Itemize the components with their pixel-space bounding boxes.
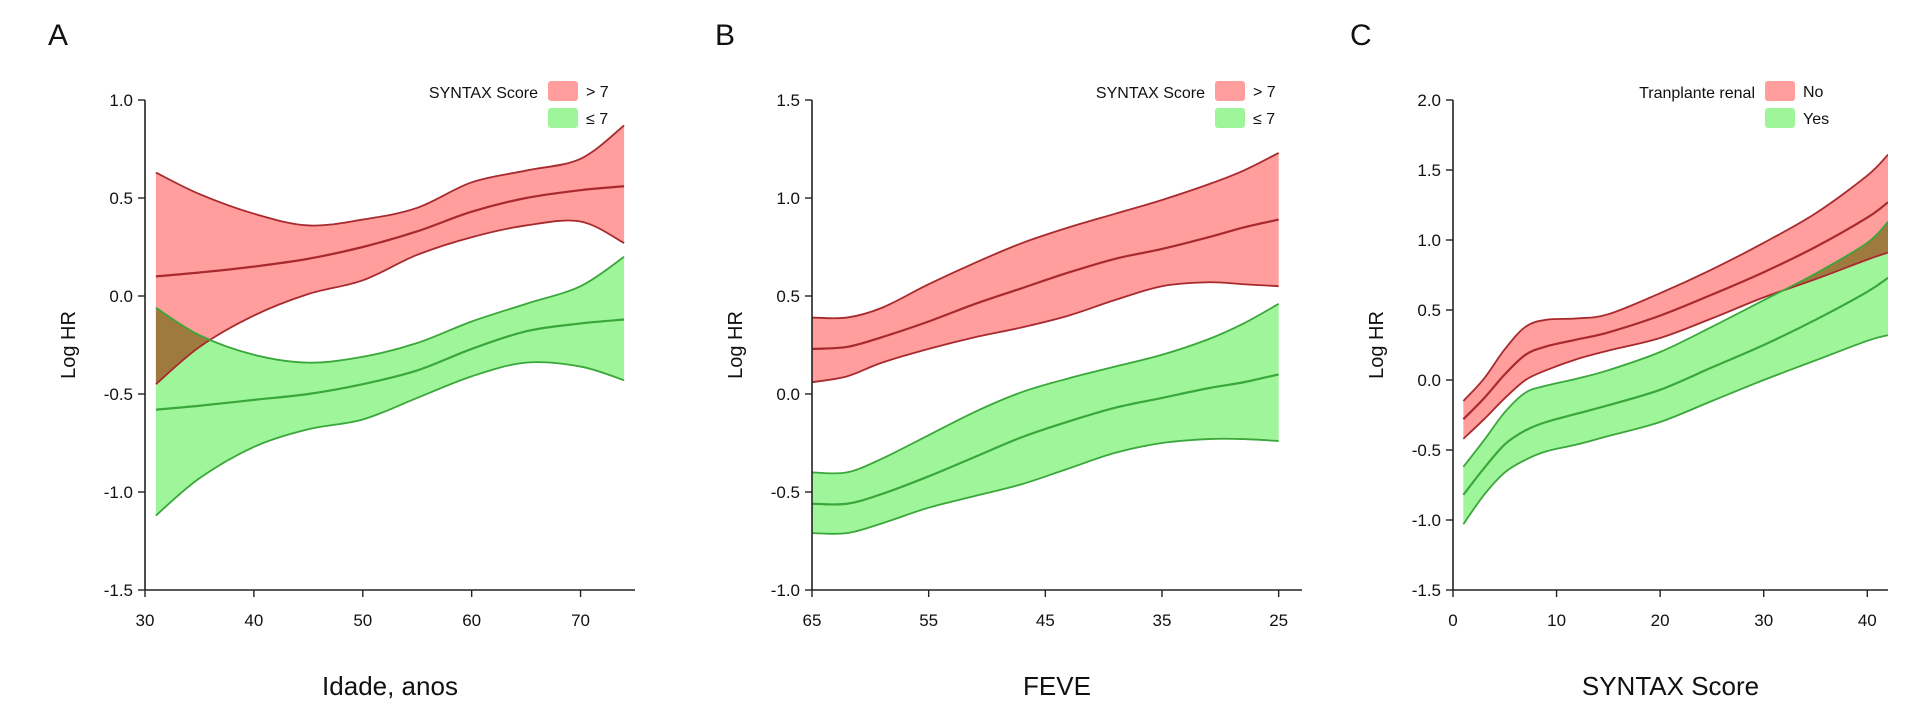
x-tick-label: 0 (1448, 611, 1457, 630)
series-low-lower-line (812, 437, 1279, 535)
y-tick-label: -1.0 (1412, 511, 1441, 530)
y-tick-label: 1.0 (109, 91, 133, 110)
y-axis-title: Log HR (1366, 311, 1388, 379)
y-tick-label: 0.0 (776, 385, 800, 404)
plot-area (155, 124, 625, 517)
y-axis-title: Log HR (58, 311, 80, 379)
x-tick-label: 20 (1651, 611, 1670, 630)
y-tick-label: 2.0 (1417, 91, 1441, 110)
x-tick-label: 30 (136, 611, 155, 630)
series-high-mid-line (1462, 201, 1888, 420)
x-axis-title: FEVE (1023, 671, 1091, 701)
series-low-lower-line (1462, 334, 1888, 525)
legend-label: No (1803, 84, 1824, 101)
panel-a: A 1.0 0.5 0.0 -0.5 -1.0 -1.530 40 50 60 70 Idade, a… (48, 19, 635, 701)
x-tick-label: 70 (571, 611, 590, 630)
legend-label: > 7 (586, 84, 609, 101)
legend-swatch-low (1765, 108, 1795, 128)
series-high-mid-line (812, 218, 1279, 351)
x-tick-label: 30 (1754, 611, 1773, 630)
series-high-upper-line (1462, 153, 1888, 402)
x-tick-label: 55 (919, 611, 938, 630)
legend-swatch-low (548, 108, 578, 128)
panel-b: B 1.5 1.0 0.5 0.0 -0.5 -1.065 55 45 35 25 FEVE Log H… (715, 19, 1302, 701)
plot-area (1462, 153, 1888, 525)
x-axis-title: SYNTAX Score (1582, 671, 1759, 701)
x-tick-label: 25 (1269, 611, 1288, 630)
y-tick-label: 0.0 (109, 287, 133, 306)
x-tick-label: 50 (353, 611, 372, 630)
x-tick-label: 45 (1036, 611, 1055, 630)
series-low-mid-line (155, 318, 625, 411)
y-axis-title: Log HR (725, 311, 747, 379)
series-high-lower-line (1462, 251, 1888, 440)
series-low-mid-line (812, 373, 1279, 506)
legend-label: ≤ 7 (586, 111, 608, 128)
legend-label: > 7 (1253, 84, 1276, 101)
series-low-upper-line (155, 256, 625, 364)
panel-letter: C (1350, 19, 1372, 52)
series-low-upper-line (812, 303, 1280, 475)
x-tick-label: 65 (803, 611, 822, 630)
band-high (155, 125, 625, 385)
y-tick-label: 1.0 (776, 189, 800, 208)
legend-swatch-high (1215, 81, 1245, 101)
y-tick-label: 0.5 (776, 287, 800, 306)
series-high-mid-line (155, 185, 625, 278)
y-tick-label: -0.5 (104, 385, 133, 404)
y-tick-label: -1.0 (104, 483, 133, 502)
y-tick-label: 1.5 (776, 91, 800, 110)
series-high-upper-line (812, 152, 1280, 320)
band-low (155, 256, 625, 516)
y-tick-label: -0.5 (771, 483, 800, 502)
legend-title: Tranplante renal (1639, 85, 1755, 102)
legend-title: SYNTAX Score (429, 85, 538, 102)
x-tick-label: 10 (1547, 611, 1566, 630)
legend-title: SYNTAX Score (1096, 85, 1205, 102)
y-tick-label: 0.5 (1417, 301, 1441, 320)
band-high (812, 152, 1279, 383)
band-high (1463, 154, 1888, 439)
y-tick-label: 1.0 (1417, 231, 1441, 250)
plot-area (812, 152, 1280, 535)
y-tick-label: 0.5 (109, 189, 133, 208)
series-high-lower-line (155, 219, 625, 385)
panel-letter: A (48, 19, 68, 52)
x-tick-label: 60 (462, 611, 481, 630)
legend: Tranplante renal No Yes (1639, 81, 1829, 128)
series-low-upper-line (1462, 221, 1888, 468)
legend-swatch-high (1765, 81, 1795, 101)
y-tick-label: 0.0 (1417, 371, 1441, 390)
y-tick-label: -1.5 (1412, 581, 1441, 600)
panel-letter: B (715, 19, 735, 52)
x-tick-label: 40 (244, 611, 263, 630)
x-axis-title: Idade, anos (322, 671, 458, 701)
x-tick-label: 35 (1153, 611, 1172, 630)
legend: SYNTAX Score > 7 ≤ 7 (1096, 81, 1276, 128)
legend-swatch-high (548, 81, 578, 101)
legend-swatch-low (1215, 108, 1245, 128)
legend: SYNTAX Score > 7 ≤ 7 (429, 81, 609, 128)
series-low-mid-line (1462, 276, 1888, 496)
y-tick-label: -0.5 (1412, 441, 1441, 460)
legend-label: ≤ 7 (1253, 111, 1275, 128)
y-tick-label: -1.5 (104, 581, 133, 600)
series-low-lower-line (155, 361, 625, 517)
series-high-upper-line (155, 124, 625, 227)
x-tick-label: 40 (1858, 611, 1877, 630)
series-high-lower-line (812, 281, 1279, 384)
band-low (1463, 221, 1888, 525)
panel-c: C 2.0 1.5 1.0 0.5 0.0 -0.5 -1.0 -1.5 0 10 20 30 40 SYN… (1350, 19, 1888, 701)
y-tick-label: 1.5 (1417, 161, 1441, 180)
y-tick-label: -1.0 (771, 581, 800, 600)
legend-label: Yes (1803, 111, 1829, 128)
